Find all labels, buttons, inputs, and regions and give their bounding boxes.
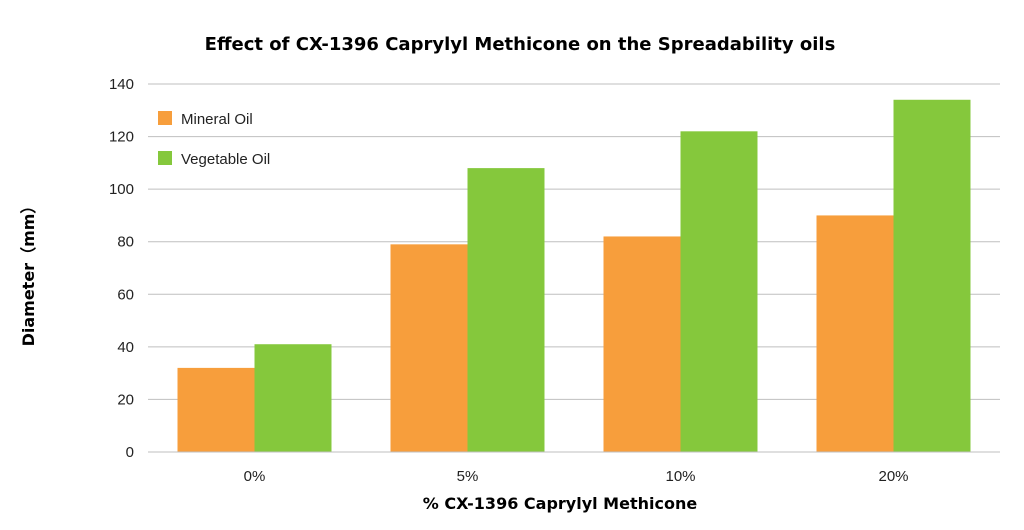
bar-vegetable-oil (254, 344, 332, 452)
legend: Mineral Oil Vegetable Oil (158, 111, 270, 168)
x-axis-title: % CX-1396 Caprylyl Methicone (423, 494, 698, 513)
y-tick-label: 60 (117, 286, 134, 303)
x-tick-label: 0% (244, 468, 266, 485)
y-tick-label: 20 (117, 391, 134, 408)
x-tick-label: 20% (878, 468, 908, 485)
bar-vegetable-oil (893, 99, 971, 453)
x-tick-label: 5% (457, 468, 479, 485)
y-tick-label: 0 (126, 444, 134, 461)
x-tick-label: 10% (665, 468, 695, 485)
y-tick-label: 80 (117, 234, 134, 251)
bar-mineral-oil (603, 236, 681, 452)
y-axis-title: Diameter（mm） (19, 198, 38, 347)
legend-label: Mineral Oil (181, 111, 253, 128)
y-tick-label: 100 (109, 181, 134, 198)
bar-mineral-oil (390, 244, 468, 452)
y-tick-label: 140 (109, 76, 134, 93)
chart-title: Effect of CX-1396 Caprylyl Methicone on … (205, 34, 836, 55)
bar-vegetable-oil (467, 168, 545, 452)
bar-mineral-oil (177, 367, 255, 452)
bar-vegetable-oil (680, 131, 758, 453)
y-tick-label: 120 (109, 129, 134, 146)
y-tick-label: 40 (117, 339, 134, 356)
bar-mineral-oil (816, 215, 894, 452)
legend-label: Vegetable Oil (181, 151, 270, 168)
y-axis-ticks: 0 20 40 60 80 100 120 140 (109, 76, 134, 461)
bars (177, 99, 971, 453)
x-axis-ticks: 0% 5% 10% 20% (244, 468, 909, 485)
legend-swatch (158, 111, 172, 125)
legend-swatch (158, 151, 172, 165)
